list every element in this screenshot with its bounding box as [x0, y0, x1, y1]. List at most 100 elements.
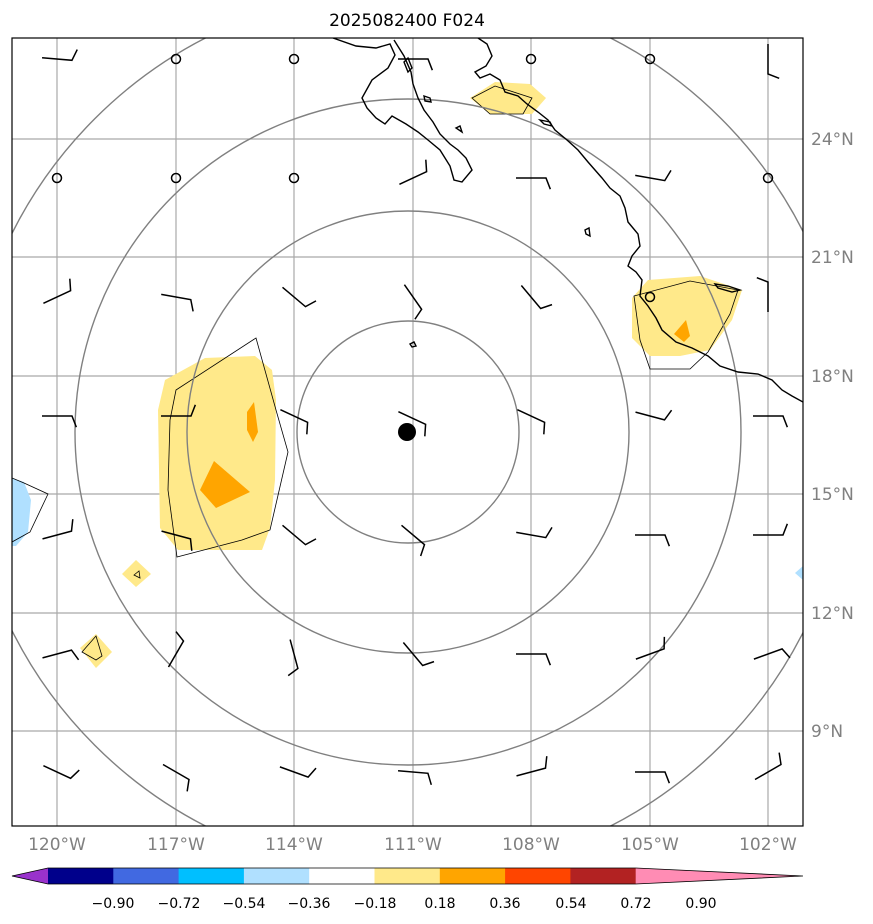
- figure-title: 2025082400 F024: [329, 11, 485, 31]
- wind-barb-calm: [51, 172, 63, 184]
- wind-barb-calm: [170, 53, 182, 65]
- coastline: [332, 38, 803, 403]
- colorbar-label: −0.18: [354, 896, 397, 912]
- lon-label-114: 114°W: [265, 835, 323, 855]
- wind-barb: [756, 276, 769, 312]
- lon-label-102: 102°W: [739, 835, 797, 855]
- colorbar-label: −0.72: [158, 896, 201, 912]
- lat-label-21: 21°N: [811, 248, 854, 268]
- wind-barb-calm: [644, 53, 656, 65]
- wind-barb: [403, 284, 423, 320]
- range-ring-3: [74, 98, 742, 766]
- wind-barb: [754, 752, 782, 781]
- wind-barb: [517, 408, 546, 435]
- colorbar-segment: [309, 868, 375, 884]
- wind-barb: [516, 756, 548, 777]
- storm-center-marker: [398, 423, 416, 441]
- range-ring-2: [186, 210, 630, 654]
- wind-barb: [397, 769, 433, 786]
- shaded-field: [12, 82, 803, 668]
- wind-barb: [399, 159, 428, 186]
- wind-barb: [41, 49, 78, 62]
- lon-label-105: 105°W: [621, 835, 679, 855]
- lat-label-9: 9°N: [811, 722, 843, 742]
- wind-barb: [42, 649, 80, 661]
- colorbar-label: 0.54: [555, 896, 586, 912]
- wind-barb: [398, 410, 427, 437]
- wind-barb-calm: [170, 172, 182, 184]
- colorbar: [11, 867, 804, 885]
- wind-barb: [161, 404, 197, 417]
- wind-barb: [520, 285, 553, 310]
- lon-labels: 120°W 117°W 114°W 111°W 108°W 105°W 102°…: [28, 835, 797, 855]
- colorbar-segment: [570, 868, 637, 884]
- colorbar-label: 0.36: [489, 896, 520, 912]
- wind-barb: [767, 44, 780, 80]
- colorbar-segment: [439, 868, 506, 884]
- graticule: [12, 38, 803, 826]
- wind-barb: [43, 764, 80, 780]
- colorbar-segment: [178, 868, 245, 884]
- colorbar-segment: [374, 868, 441, 884]
- colorbar-extend-high: [635, 868, 803, 884]
- lat-label-18: 18°N: [811, 367, 854, 387]
- colorbar-label: 0.18: [424, 896, 455, 912]
- colorbar-labels: −0.90 −0.72 −0.54 −0.36 −0.18 0.18 0.36 …: [92, 896, 717, 912]
- wind-barb: [635, 636, 666, 660]
- wind-barb: [635, 771, 671, 784]
- wind-barb: [280, 408, 309, 435]
- colorbar-segment: [243, 868, 310, 884]
- contour-lines: [12, 85, 739, 661]
- wind-barb: [162, 763, 190, 792]
- lat-label-24: 24°N: [811, 130, 854, 150]
- lon-label-117: 117°W: [147, 835, 205, 855]
- wind-barb: [282, 286, 317, 308]
- colorbar-label: −0.36: [288, 896, 331, 912]
- wind-barb-calm: [525, 53, 537, 65]
- map-area: [12, 38, 803, 826]
- wind-barb: [398, 58, 434, 71]
- colorbar-label: 0.72: [620, 896, 651, 912]
- map-frame: [11, 37, 804, 827]
- wind-barb-calm: [644, 291, 656, 303]
- colorbar-extend-low: [12, 868, 48, 884]
- wind-barb: [516, 177, 552, 190]
- wind-barb: [282, 524, 317, 546]
- wind-barb-calm: [288, 172, 300, 184]
- lon-label-111: 111°W: [384, 835, 442, 855]
- wind-barb: [753, 523, 789, 536]
- lon-label-120: 120°W: [28, 835, 86, 855]
- colorbar-segment: [113, 868, 180, 884]
- colorbar-label: 0.90: [685, 896, 716, 912]
- range-rings: [12, 38, 803, 826]
- wind-barb: [635, 169, 672, 182]
- wind-barb: [753, 415, 789, 428]
- wind-barb: [753, 647, 791, 660]
- wind-barb: [635, 409, 673, 421]
- wind-barb: [167, 631, 185, 668]
- colorbar-label: −0.54: [223, 896, 266, 912]
- wind-barb: [161, 293, 194, 312]
- wind-barb: [516, 653, 552, 666]
- range-ring-1: [296, 320, 520, 544]
- wind-barb: [161, 530, 193, 551]
- wind-barb: [42, 415, 78, 428]
- wind-barb-calm: [762, 172, 774, 184]
- range-ring-4: [12, 38, 803, 826]
- lat-labels: 24°N 21°N 18°N 15°N 12°N 9°N: [811, 130, 854, 742]
- colorbar-outline: [11, 867, 804, 885]
- wind-barb: [635, 534, 671, 547]
- colorbar-label: −0.90: [92, 896, 135, 912]
- wind-barb: [402, 642, 435, 667]
- colorbar-segment: [505, 868, 571, 884]
- wind-barb: [516, 526, 553, 539]
- wind-barb: [43, 278, 72, 305]
- wind-barb-calm: [288, 53, 300, 65]
- lat-label-15: 15°N: [811, 485, 854, 505]
- wind-barb: [401, 524, 426, 557]
- lat-label-12: 12°N: [811, 604, 854, 624]
- wind-barb: [287, 639, 299, 677]
- wind-barb: [42, 519, 74, 540]
- wind-barb: [279, 766, 317, 779]
